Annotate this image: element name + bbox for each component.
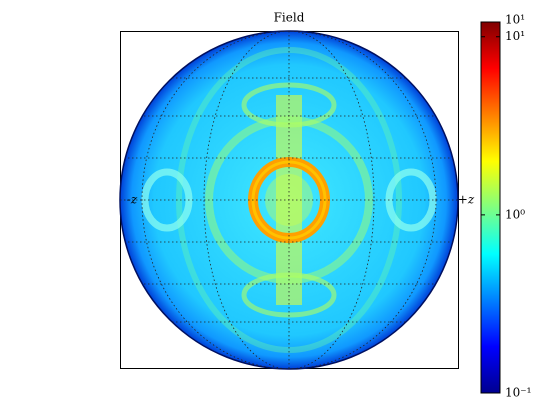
colorbar-fill — [480, 21, 501, 394]
left-label: -z — [127, 193, 138, 207]
colorbar-tick-label: 10⁻¹ — [505, 386, 531, 400]
colorbar-tick-label: 10¹ — [505, 29, 525, 43]
colorbar-tick-label: 10⁰ — [505, 207, 525, 221]
chart-title: Field — [274, 11, 305, 25]
grid — [120, 31, 458, 369]
colorbar: 10⁻¹ 10⁰ 10¹ — [480, 21, 531, 400]
right-label: +z — [458, 193, 475, 207]
colorbar-top-label: 10¹ — [505, 13, 525, 27]
